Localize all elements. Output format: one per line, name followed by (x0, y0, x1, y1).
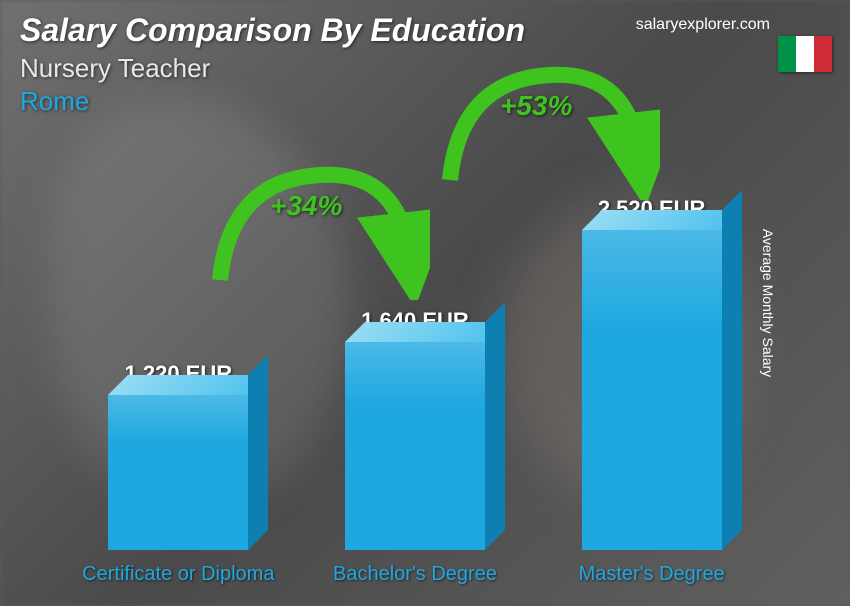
arrow-icon (200, 160, 430, 300)
increase-percentage: +53% (500, 90, 572, 122)
bar-group: 1,220 EUR Certificate or Diploma (78, 361, 278, 586)
chart-subtitle: Nursery Teacher (20, 53, 830, 84)
increase-arrow: +34% (200, 160, 430, 305)
bar-group: 2,520 EUR Master's Degree (552, 196, 752, 586)
chart-location: Rome (20, 86, 830, 117)
flag-stripe (796, 36, 814, 72)
bar-label: Certificate or Diploma (82, 562, 274, 586)
bar-label: Master's Degree (579, 562, 725, 586)
flag-stripe (778, 36, 796, 72)
flag-stripe (814, 36, 832, 72)
bar-front-face (582, 230, 722, 550)
bar-top-face (582, 210, 742, 230)
bar-top-face (345, 322, 505, 342)
bar (108, 395, 248, 550)
bar-front-face (108, 395, 248, 550)
bar (345, 342, 485, 550)
bar-side-face (722, 190, 742, 550)
bar-group: 1,640 EUR Bachelor's Degree (315, 308, 515, 586)
arrow-icon (430, 60, 660, 200)
bar-label: Bachelor's Degree (333, 562, 497, 586)
content-container: Salary Comparison By Education Nursery T… (0, 0, 850, 606)
flag-icon (778, 36, 832, 72)
bar-side-face (248, 355, 268, 550)
increase-arrow: +53% (430, 60, 660, 205)
source-attribution: salaryexplorer.com (636, 16, 770, 34)
bar-top-face (108, 375, 268, 395)
bar-front-face (345, 342, 485, 550)
bar (582, 230, 722, 550)
increase-percentage: +34% (270, 190, 342, 222)
bar-side-face (485, 302, 505, 550)
